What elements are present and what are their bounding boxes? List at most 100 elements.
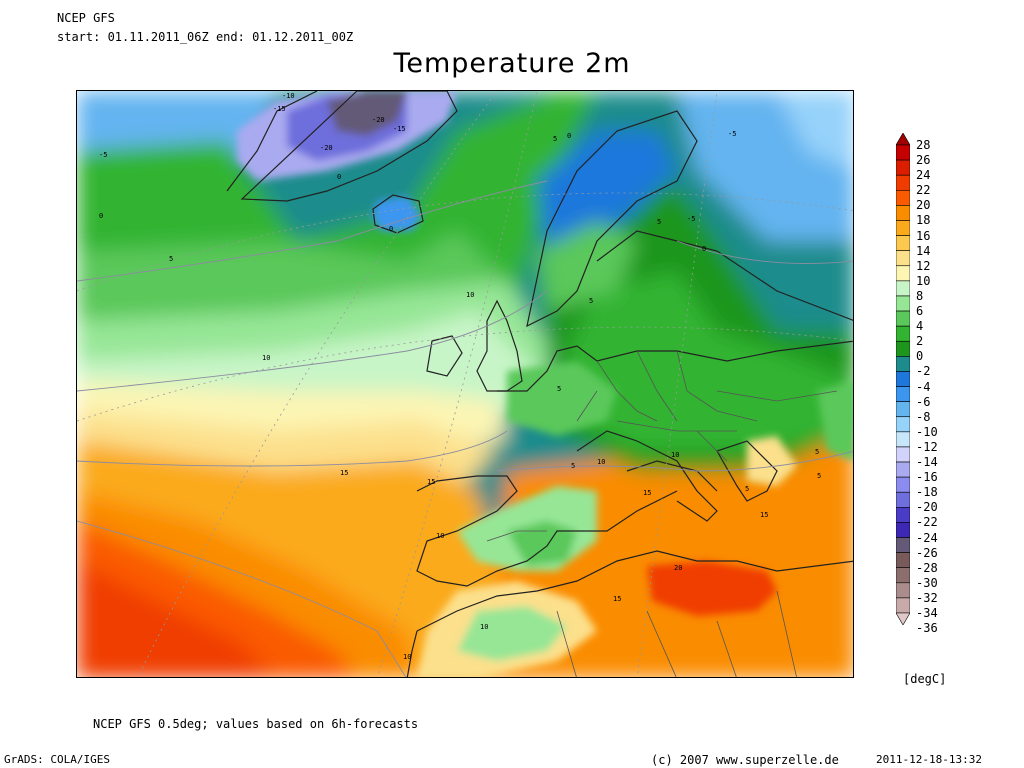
- colorbar-tick-label: -24: [916, 530, 938, 545]
- colorbar-tick-label: 16: [916, 228, 931, 243]
- colorbar-segment: [896, 507, 910, 523]
- colorbar-tick-label: -22: [916, 515, 938, 530]
- colorbar-tick-label: 28: [916, 138, 931, 152]
- colorbar-segment: [896, 144, 910, 161]
- colorbar-segment: [896, 401, 910, 418]
- colorbar-segment: [896, 612, 910, 625]
- colorbar-segment: [896, 310, 910, 327]
- colorbar-tick-label: 10: [916, 273, 931, 288]
- contour-label: -15: [393, 125, 406, 133]
- contour-label: 5: [553, 135, 557, 143]
- colorbar-segment: [896, 356, 910, 372]
- footer-note: NCEP GFS 0.5deg; values based on 6h-fore…: [93, 717, 419, 731]
- contour-label: 0: [99, 212, 103, 220]
- contour-label: 10: [597, 458, 605, 466]
- borders: [486, 350, 838, 677]
- contour-label: -10: [282, 92, 295, 100]
- colorbar-segment: [896, 325, 910, 342]
- colorbar-tick-label: -28: [916, 560, 938, 575]
- colorbar-segment: [896, 431, 910, 448]
- unit-label: [degC]: [903, 672, 947, 686]
- colorbar-segment: [896, 491, 910, 508]
- colorbar-segment: [896, 159, 910, 176]
- contour-label: 5: [817, 472, 821, 480]
- contour-label: 0: [567, 132, 571, 140]
- contour-label: 10: [480, 623, 488, 631]
- contour-label: 15: [340, 469, 348, 477]
- colorbar-tick-label: -30: [916, 575, 938, 590]
- colorbar-segment: [896, 220, 910, 236]
- contour-label: 0: [702, 245, 706, 253]
- contour-label: 0: [337, 173, 341, 181]
- colorbar-segment: [896, 235, 910, 251]
- contour-label: 5: [589, 297, 593, 305]
- colorbar-tick-label: -2: [916, 364, 931, 379]
- contour-label: 20: [674, 564, 682, 572]
- contour-label: 15: [760, 511, 768, 519]
- colorbar-segment: [896, 265, 910, 282]
- colorbar-tick-label: 8: [916, 288, 924, 303]
- contour-label: -5: [687, 215, 695, 223]
- colorbar-segment: [896, 340, 910, 357]
- colorbar-segment: [896, 537, 910, 553]
- colorbar-segment: [896, 597, 910, 614]
- contour-label: 15: [427, 478, 435, 486]
- contour-label: -5: [99, 151, 107, 159]
- model-name: NCEP GFS: [57, 11, 115, 25]
- colorbar-tick-label: 22: [916, 183, 931, 198]
- colorbar-tick-label: -26: [916, 545, 938, 560]
- colorbar-segment: [896, 386, 910, 402]
- page-title: Temperature 2m: [393, 48, 631, 79]
- colorbar-segment: [896, 250, 910, 267]
- colorbar-segment: [896, 205, 910, 221]
- colorbar-segment: [896, 295, 910, 312]
- colorbar-tick-label: 18: [916, 213, 931, 228]
- colorbar-tick-label: -14: [916, 455, 938, 470]
- contour-label: 15: [643, 489, 651, 497]
- colorbar-tick-label: 20: [916, 198, 931, 213]
- colorbar-segment: [896, 522, 910, 538]
- colorbar-tick-label: 26: [916, 153, 931, 168]
- contour-label: -20: [372, 116, 385, 124]
- contour-label: 10: [436, 532, 444, 540]
- colorbar-segment: [896, 174, 910, 191]
- contour-label: 15: [613, 595, 621, 603]
- colorbar-tick-label: 6: [916, 304, 924, 319]
- colorbar-tick-label: 12: [916, 258, 931, 273]
- colorbar-tick-label: -34: [916, 606, 938, 620]
- isotherms: [77, 180, 853, 677]
- colorbar-tick-label: -10: [916, 424, 938, 439]
- contour-label: 5: [169, 255, 173, 263]
- colorbar-tick-label: 4: [916, 319, 924, 334]
- copyright: (c) 2007 www.superzelle.de: [651, 753, 839, 767]
- period-range: start: 01.11.2011_06Z end: 01.12.2011_00…: [57, 30, 354, 44]
- contour-label: 5: [571, 462, 575, 470]
- grads-credit: GrADS: COLA/IGES: [4, 753, 110, 766]
- colorbar-segment: [896, 582, 910, 599]
- contour-label: 10: [466, 291, 474, 299]
- colorbar-tick-label: 0: [916, 349, 924, 364]
- contour-label: 10: [671, 451, 679, 459]
- colorbar-segment: [896, 280, 910, 297]
- colorbar-segment: [896, 446, 910, 463]
- contour-label: 10: [403, 653, 411, 661]
- colorbar-tick-label: -20: [916, 500, 938, 515]
- graticule: [77, 91, 853, 677]
- colorbar-segment: [896, 476, 910, 493]
- contour-labels: -10 -15 -20 -15 -20 -5 0 0 5 -5 0 5 0 5 …: [99, 92, 821, 661]
- colorbar-segment: [896, 416, 910, 433]
- colorbar-tick-label: -18: [916, 485, 938, 500]
- contour-label: 0: [389, 225, 393, 233]
- timestamp: 2011-12-18-13:32: [876, 753, 982, 766]
- colorbar-segment: [896, 461, 910, 478]
- coastlines: [226, 91, 853, 677]
- colorbar-segment: [896, 552, 910, 569]
- colorbar-tick-label: -4: [916, 379, 931, 394]
- colorbar-tick-label: 14: [916, 243, 931, 258]
- colorbar-segment: [896, 133, 910, 146]
- colorbar-tick-label: -8: [916, 409, 931, 424]
- contour-label: -15: [273, 105, 286, 113]
- map-canvas: -10 -15 -20 -15 -20 -5 0 0 5 -5 0 5 0 5 …: [77, 91, 853, 677]
- temperature-map: -10 -15 -20 -15 -20 -5 0 0 5 -5 0 5 0 5 …: [76, 90, 854, 678]
- colorbar-segment: [896, 189, 910, 206]
